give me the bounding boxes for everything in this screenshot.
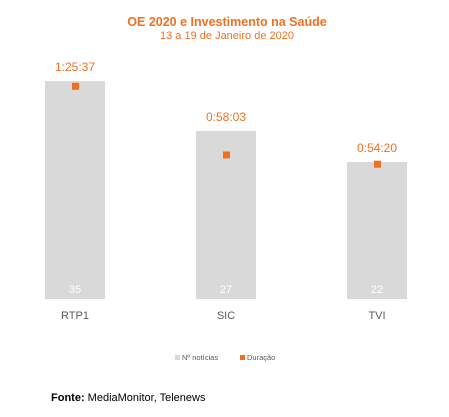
legend-label-duracao: Duração [247,353,275,362]
duration-label-tvi: 0:54:20 [357,141,397,155]
legend-label-nr-noticias: Nº notícias [182,353,218,362]
legend-swatch-nr-noticias [175,355,180,360]
category-label-rtp1: RTP1 [61,310,89,322]
legend-swatch-duracao [240,355,245,360]
chart-subtitle: 13 a 19 de Janeiro de 2020 [160,30,294,42]
bar-value-label: 22 [371,284,383,296]
bar-tvi [347,162,407,299]
duration-label-sic: 0:58:03 [206,110,246,124]
bar-rtp1 [45,81,105,299]
bar-value-label: 35 [69,284,81,296]
duration-marker-rtp1 [72,82,79,90]
category-label-sic: SIC [217,310,235,322]
duration-marker-tvi [374,160,381,168]
source-label: Fonte: [51,392,85,404]
source-line: Fonte: MediaMonitor, Telenews [51,392,205,404]
category-label-tvi: TVI [368,310,385,322]
duration-label-rtp1: 1:25:37 [55,60,95,74]
legend: Nº notícias Duração [175,353,275,362]
bars-layer: 35 RTP1 1:25:37 27 SIC 0:58:03 22 TVI 0:54:20 [45,60,407,322]
bar-value-label: 27 [220,284,232,296]
source-text: MediaMonitor, Telenews [87,392,206,404]
chart-title: OE 2020 e Investimento na Saúde [127,15,326,29]
duration-marker-sic [223,151,230,159]
bar-sic [196,130,256,299]
